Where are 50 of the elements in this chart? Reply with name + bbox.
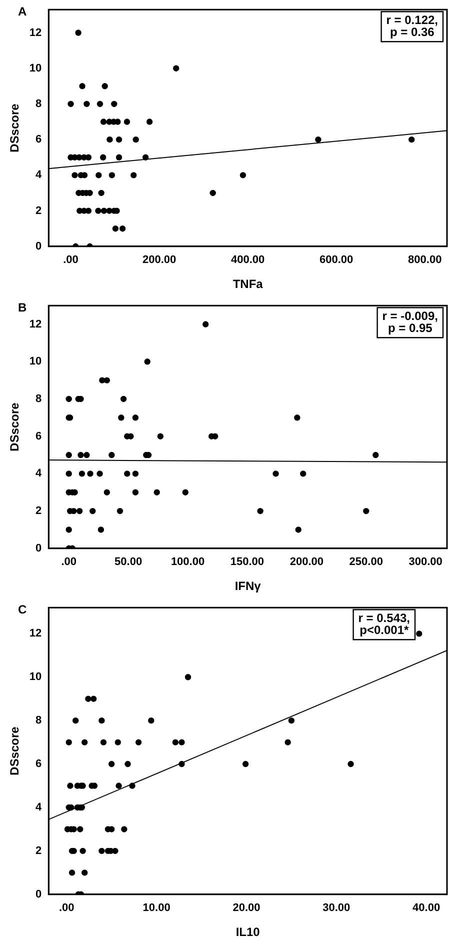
- y-tick-label: 2: [36, 505, 42, 518]
- annotation: r = 0.543, p<0.001*: [358, 610, 410, 637]
- y-tick-label: 8: [36, 98, 42, 110]
- x-tick-label: .00: [63, 254, 78, 266]
- y-tick-label: 10: [29, 356, 42, 368]
- y-tick-label: 4: [36, 169, 43, 182]
- chart-title: C: [18, 602, 27, 616]
- x-tick-label: 10.00: [142, 902, 170, 914]
- annotation: r = -0.009, p = 0.95: [382, 308, 438, 335]
- annotation: r = 0.122, p = 0.36: [386, 12, 438, 39]
- x-tick-label: 150.00: [230, 556, 264, 568]
- y-tick-label: 10: [29, 62, 42, 74]
- x-tick-label: 50.00: [114, 556, 142, 568]
- y-tick-label: 6: [36, 430, 42, 442]
- y-axis-title: DSscore: [8, 726, 22, 776]
- x-tick-label: 400.00: [230, 254, 265, 266]
- x-tick-label: 200.00: [290, 556, 324, 568]
- x-tick-label: 300.00: [408, 556, 442, 568]
- y-tick-label: 10: [29, 671, 42, 684]
- y-tick-label: 0: [36, 240, 42, 252]
- y-tick-label: 0: [36, 888, 42, 900]
- x-tick-label: 200.00: [142, 254, 176, 266]
- y-tick-label: 2: [36, 844, 42, 857]
- x-tick-label: 600.00: [320, 254, 354, 266]
- y-tick-label: 2: [36, 204, 42, 217]
- y-tick-label: 4: [36, 802, 43, 814]
- x-tick-label: 30.00: [322, 902, 350, 914]
- y-tick-label: 12: [29, 628, 42, 640]
- y-axis-title: DSscore: [8, 103, 22, 152]
- y-tick-label: 6: [36, 758, 42, 770]
- x-axis-title: TNFa: [232, 277, 264, 292]
- x-axis-title: IL10: [236, 925, 260, 940]
- x-axis-title: IFNγ: [234, 579, 262, 594]
- y-tick-label: 4: [36, 468, 43, 480]
- x-tick-label: 800.00: [408, 254, 442, 266]
- y-tick-label: 6: [36, 134, 42, 146]
- chart-title: A: [18, 4, 27, 18]
- x-tick-label: 100.00: [170, 556, 205, 568]
- y-tick-label: 0: [36, 542, 42, 554]
- y-tick-label: 8: [36, 714, 42, 727]
- y-axis-title: DSscore: [8, 402, 22, 452]
- x-tick-label: .00: [58, 902, 74, 914]
- x-tick-label: 250.00: [349, 556, 383, 568]
- x-tick-label: .00: [61, 556, 76, 568]
- x-tick-label: 20.00: [232, 902, 260, 914]
- y-tick-label: 12: [29, 26, 42, 39]
- y-tick-label: 8: [36, 393, 42, 406]
- x-tick-label: 40.00: [412, 902, 440, 914]
- y-tick-label: 12: [29, 318, 42, 330]
- chart-title: B: [18, 300, 27, 314]
